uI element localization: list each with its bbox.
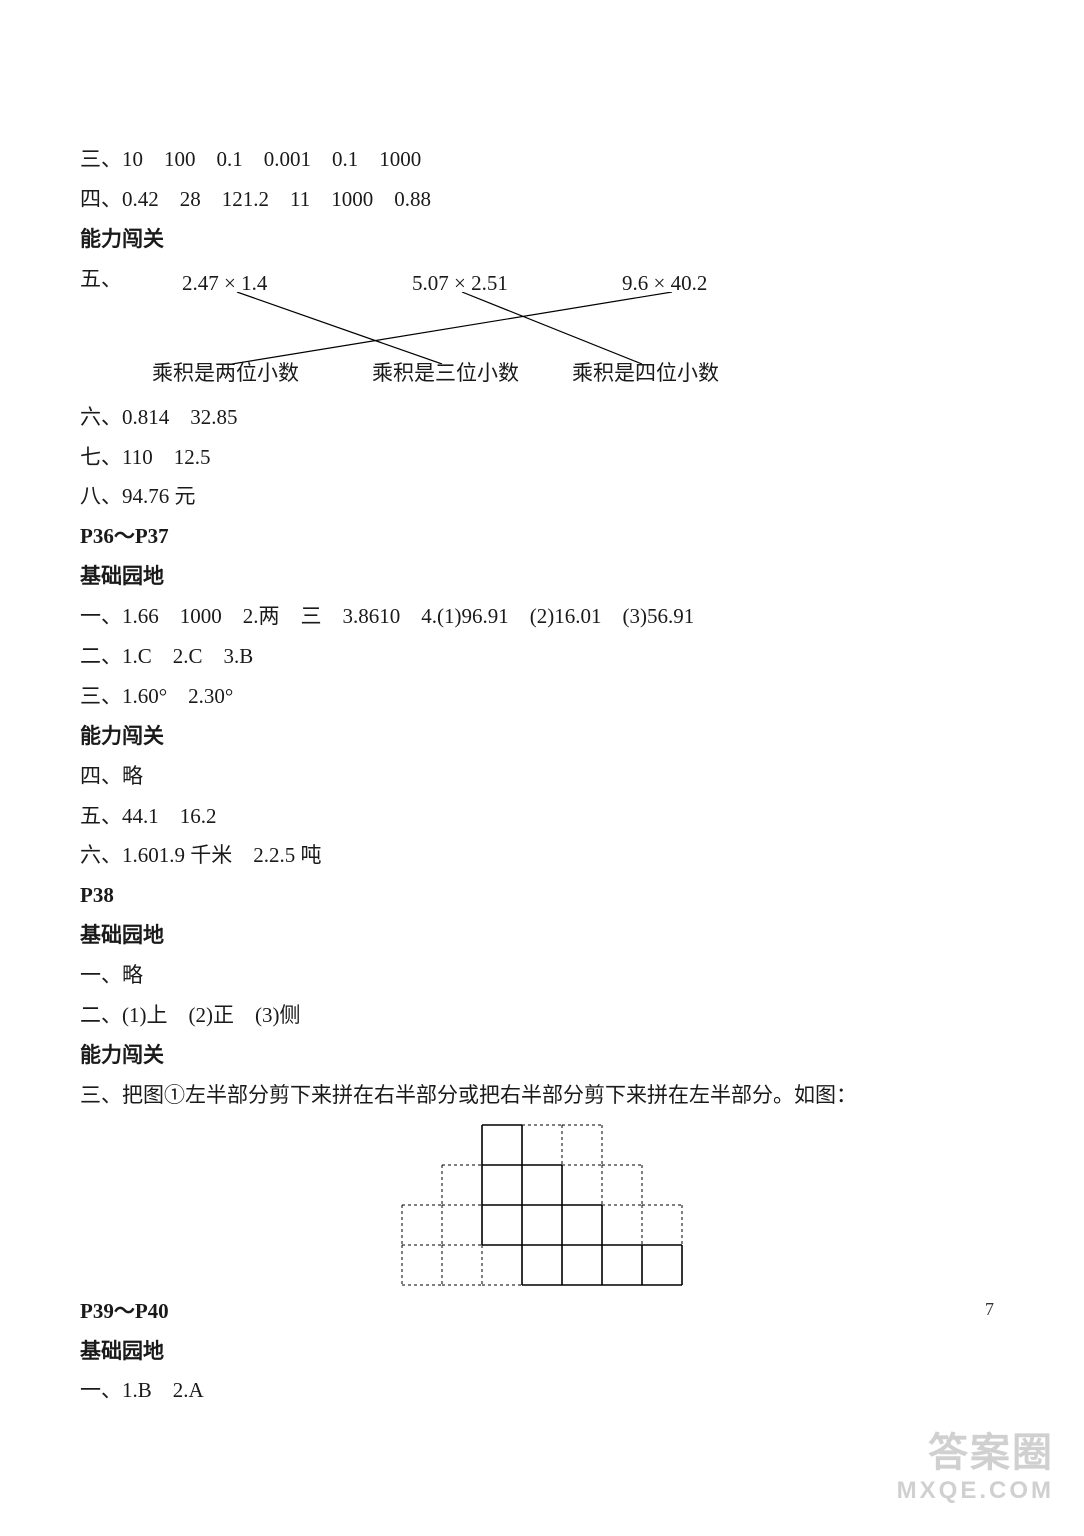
q5-prefix: 五、 [80, 260, 122, 398]
line-20: 一、略 [80, 956, 1004, 996]
line-3: 三、10 100 0.1 0.001 0.1 1000 [80, 140, 1004, 180]
bot-label-3: 乘积是四位小数 [572, 354, 719, 394]
heading-ability-1: 能力闯关 [80, 220, 1004, 260]
page-ref-3: P39～P40 [80, 1292, 1004, 1332]
heading-basic-2: 基础园地 [80, 916, 1004, 956]
heading-basic-1: 基础园地 [80, 557, 1004, 597]
heading-basic-3: 基础园地 [80, 1332, 1004, 1372]
page-ref-1: P36～P37 [80, 517, 1004, 557]
line-7: 七、110 12.5 [80, 438, 1004, 478]
watermark-top: 答案圈 [897, 1429, 1054, 1477]
line-4: 四、0.42 28 121.2 11 1000 0.88 [80, 180, 1004, 220]
match-diagram: 2.47 × 1.4 5.07 × 2.51 9.6 × 40.2 乘积是两位小… [162, 264, 1004, 394]
line-15: 四、略 [80, 757, 1004, 797]
heading-ability-2: 能力闯关 [80, 717, 1004, 757]
line-13: 三、1.60° 2.30° [80, 677, 1004, 717]
bot-label-1: 乘积是两位小数 [152, 354, 299, 394]
line-8: 八、94.76 元 [80, 477, 1004, 517]
heading-ability-3: 能力闯关 [80, 1036, 1004, 1076]
grid-svg [401, 1124, 683, 1286]
watermark-bottom: MXQE.COM [897, 1477, 1054, 1506]
diagram-row: 五、 2.47 × 1.4 5.07 × 2.51 9.6 × 40.2 乘积是… [80, 260, 1004, 398]
grid-diagram [80, 1124, 1004, 1286]
page-ref-2: P38 [80, 876, 1004, 916]
line-26: 一、1.B 2.A [80, 1371, 1004, 1411]
line-21: 二、(1)上 (2)正 (3)侧 [80, 996, 1004, 1036]
page-number: 7 [985, 1292, 994, 1326]
line-12: 二、1.C 2.C 3.B [80, 637, 1004, 677]
line-17: 六、1.601.9 千米 2.2.5 吨 [80, 836, 1004, 876]
line-6: 六、0.814 32.85 [80, 398, 1004, 438]
line-23: 三、把图①左半部分剪下来拼在右半部分或把右半部分剪下来拼在左半部分。如图： [80, 1076, 1004, 1116]
watermark: 答案圈 MXQE.COM [897, 1429, 1054, 1506]
line-16: 五、44.1 16.2 [80, 797, 1004, 837]
line-11: 一、1.66 1000 2.两 三 3.8610 4.(1)96.91 (2)1… [80, 597, 1004, 637]
bot-label-2: 乘积是三位小数 [372, 354, 519, 394]
